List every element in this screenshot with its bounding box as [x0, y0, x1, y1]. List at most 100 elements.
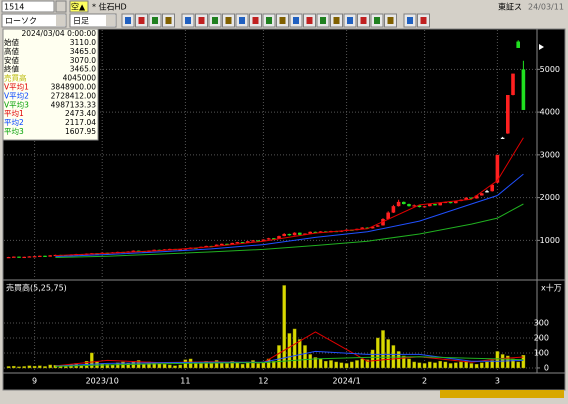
tool-icon — [138, 17, 145, 24]
volume-bar — [209, 363, 214, 369]
volume-bar — [282, 285, 287, 369]
volume-bar — [48, 364, 52, 369]
candle-body — [308, 231, 312, 234]
volume-bar — [386, 339, 391, 369]
x-tick-label: 2 — [422, 377, 427, 386]
candle-body — [381, 218, 385, 226]
y-tick-label: 100 — [534, 348, 549, 357]
moving-average-line — [55, 173, 524, 258]
volume-bar — [448, 363, 453, 369]
candle-body — [12, 256, 16, 258]
info-value: 2473.40 — [65, 109, 96, 118]
volume-bar — [63, 366, 68, 369]
volume-bar — [480, 362, 484, 369]
period-select[interactable] — [69, 13, 117, 28]
candle-body — [17, 256, 21, 258]
candle-body — [412, 205, 416, 207]
info-label: V平均1 — [4, 82, 29, 92]
volume-bar — [141, 364, 146, 369]
candle-body — [454, 201, 458, 204]
volume-bar — [178, 364, 183, 369]
x-tick-label: 11 — [180, 377, 190, 386]
volume-bar — [412, 361, 417, 369]
volume-bar — [376, 337, 380, 369]
volume-bar — [485, 361, 489, 369]
candle-body — [220, 243, 224, 245]
candle-body — [277, 236, 281, 239]
volume-bar — [474, 364, 479, 369]
tag: 空▲ — [71, 2, 86, 12]
volume-bar — [521, 355, 526, 369]
info-value: 3465.0 — [70, 65, 96, 74]
volume-bar — [459, 361, 463, 369]
volume-bar — [402, 355, 406, 369]
volume-bar — [298, 339, 302, 369]
y-tick-label: 300 — [534, 318, 549, 327]
candle-body — [417, 205, 422, 208]
tool-icon — [125, 17, 131, 24]
candle-body — [282, 233, 286, 237]
volume-bar — [173, 365, 177, 369]
candle-body — [521, 69, 526, 110]
candle-body — [178, 249, 182, 251]
volume-bar — [27, 365, 32, 369]
candle-body — [292, 232, 297, 236]
volume-bar — [6, 366, 11, 369]
info-value: 2117.04 — [65, 118, 96, 127]
scrollbar[interactable] — [440, 390, 564, 398]
x-tick-label: 3 — [495, 377, 500, 386]
volume-bar — [443, 361, 448, 369]
candle-body — [246, 241, 250, 243]
tool-icon — [198, 17, 205, 24]
candle-body — [256, 240, 260, 242]
candle-body — [240, 242, 245, 244]
volume-bar — [381, 330, 385, 369]
x-tick-label: 2023/10 — [86, 377, 119, 386]
candle-body — [500, 137, 505, 139]
date: 24/03/11 — [528, 3, 564, 12]
info-value: 2728412.00 — [51, 91, 97, 100]
tool-icon — [152, 17, 158, 24]
symbol-dropdown[interactable] — [55, 0, 67, 13]
symbol-input[interactable] — [1, 0, 55, 13]
candle-body — [469, 197, 474, 199]
y-tick-label: 5000 — [540, 65, 560, 74]
candle-body — [386, 212, 390, 219]
volume-bar — [422, 363, 427, 369]
volume-bar — [32, 365, 37, 369]
info-box: 2024/03/04 0:00:00 始値 3110.0 高値 3465.0 安値 307… — [2, 28, 99, 141]
volume-bar — [167, 364, 172, 369]
info-label: 始値 — [4, 37, 19, 47]
info-label: V平均2 — [4, 90, 29, 100]
unit-label: x十万 — [541, 283, 562, 293]
scroll-arrow[interactable] — [539, 44, 544, 50]
volume-bar — [355, 360, 359, 369]
volume-bar — [407, 358, 411, 369]
volume-bar — [204, 361, 209, 369]
chart-style-select[interactable] — [1, 13, 67, 28]
volume-bar — [17, 366, 21, 369]
volume-bar — [350, 361, 354, 369]
volume-bar — [344, 363, 349, 369]
candle-body — [485, 191, 489, 193]
candle-body — [511, 73, 515, 95]
candle-body — [516, 41, 520, 48]
volume-bar — [339, 362, 344, 369]
candle-body — [303, 233, 307, 235]
volume-bar — [516, 361, 520, 369]
candle-body — [27, 256, 32, 258]
volume-bar — [495, 351, 500, 369]
stock-name: * 住石HD — [92, 2, 127, 12]
dropdown-arrow — [56, 15, 65, 26]
info-value: 3070.0 — [70, 56, 96, 65]
tool-icon — [374, 17, 380, 24]
candle-body — [204, 245, 208, 248]
candle-body — [318, 231, 323, 233]
y-tick-label: 2000 — [540, 193, 560, 202]
tool-icon — [165, 17, 172, 24]
candle-body — [298, 232, 302, 235]
volume-bar — [115, 362, 120, 369]
volume-bar — [308, 354, 313, 369]
volume-bar — [329, 360, 333, 369]
volume-bar — [272, 361, 276, 369]
